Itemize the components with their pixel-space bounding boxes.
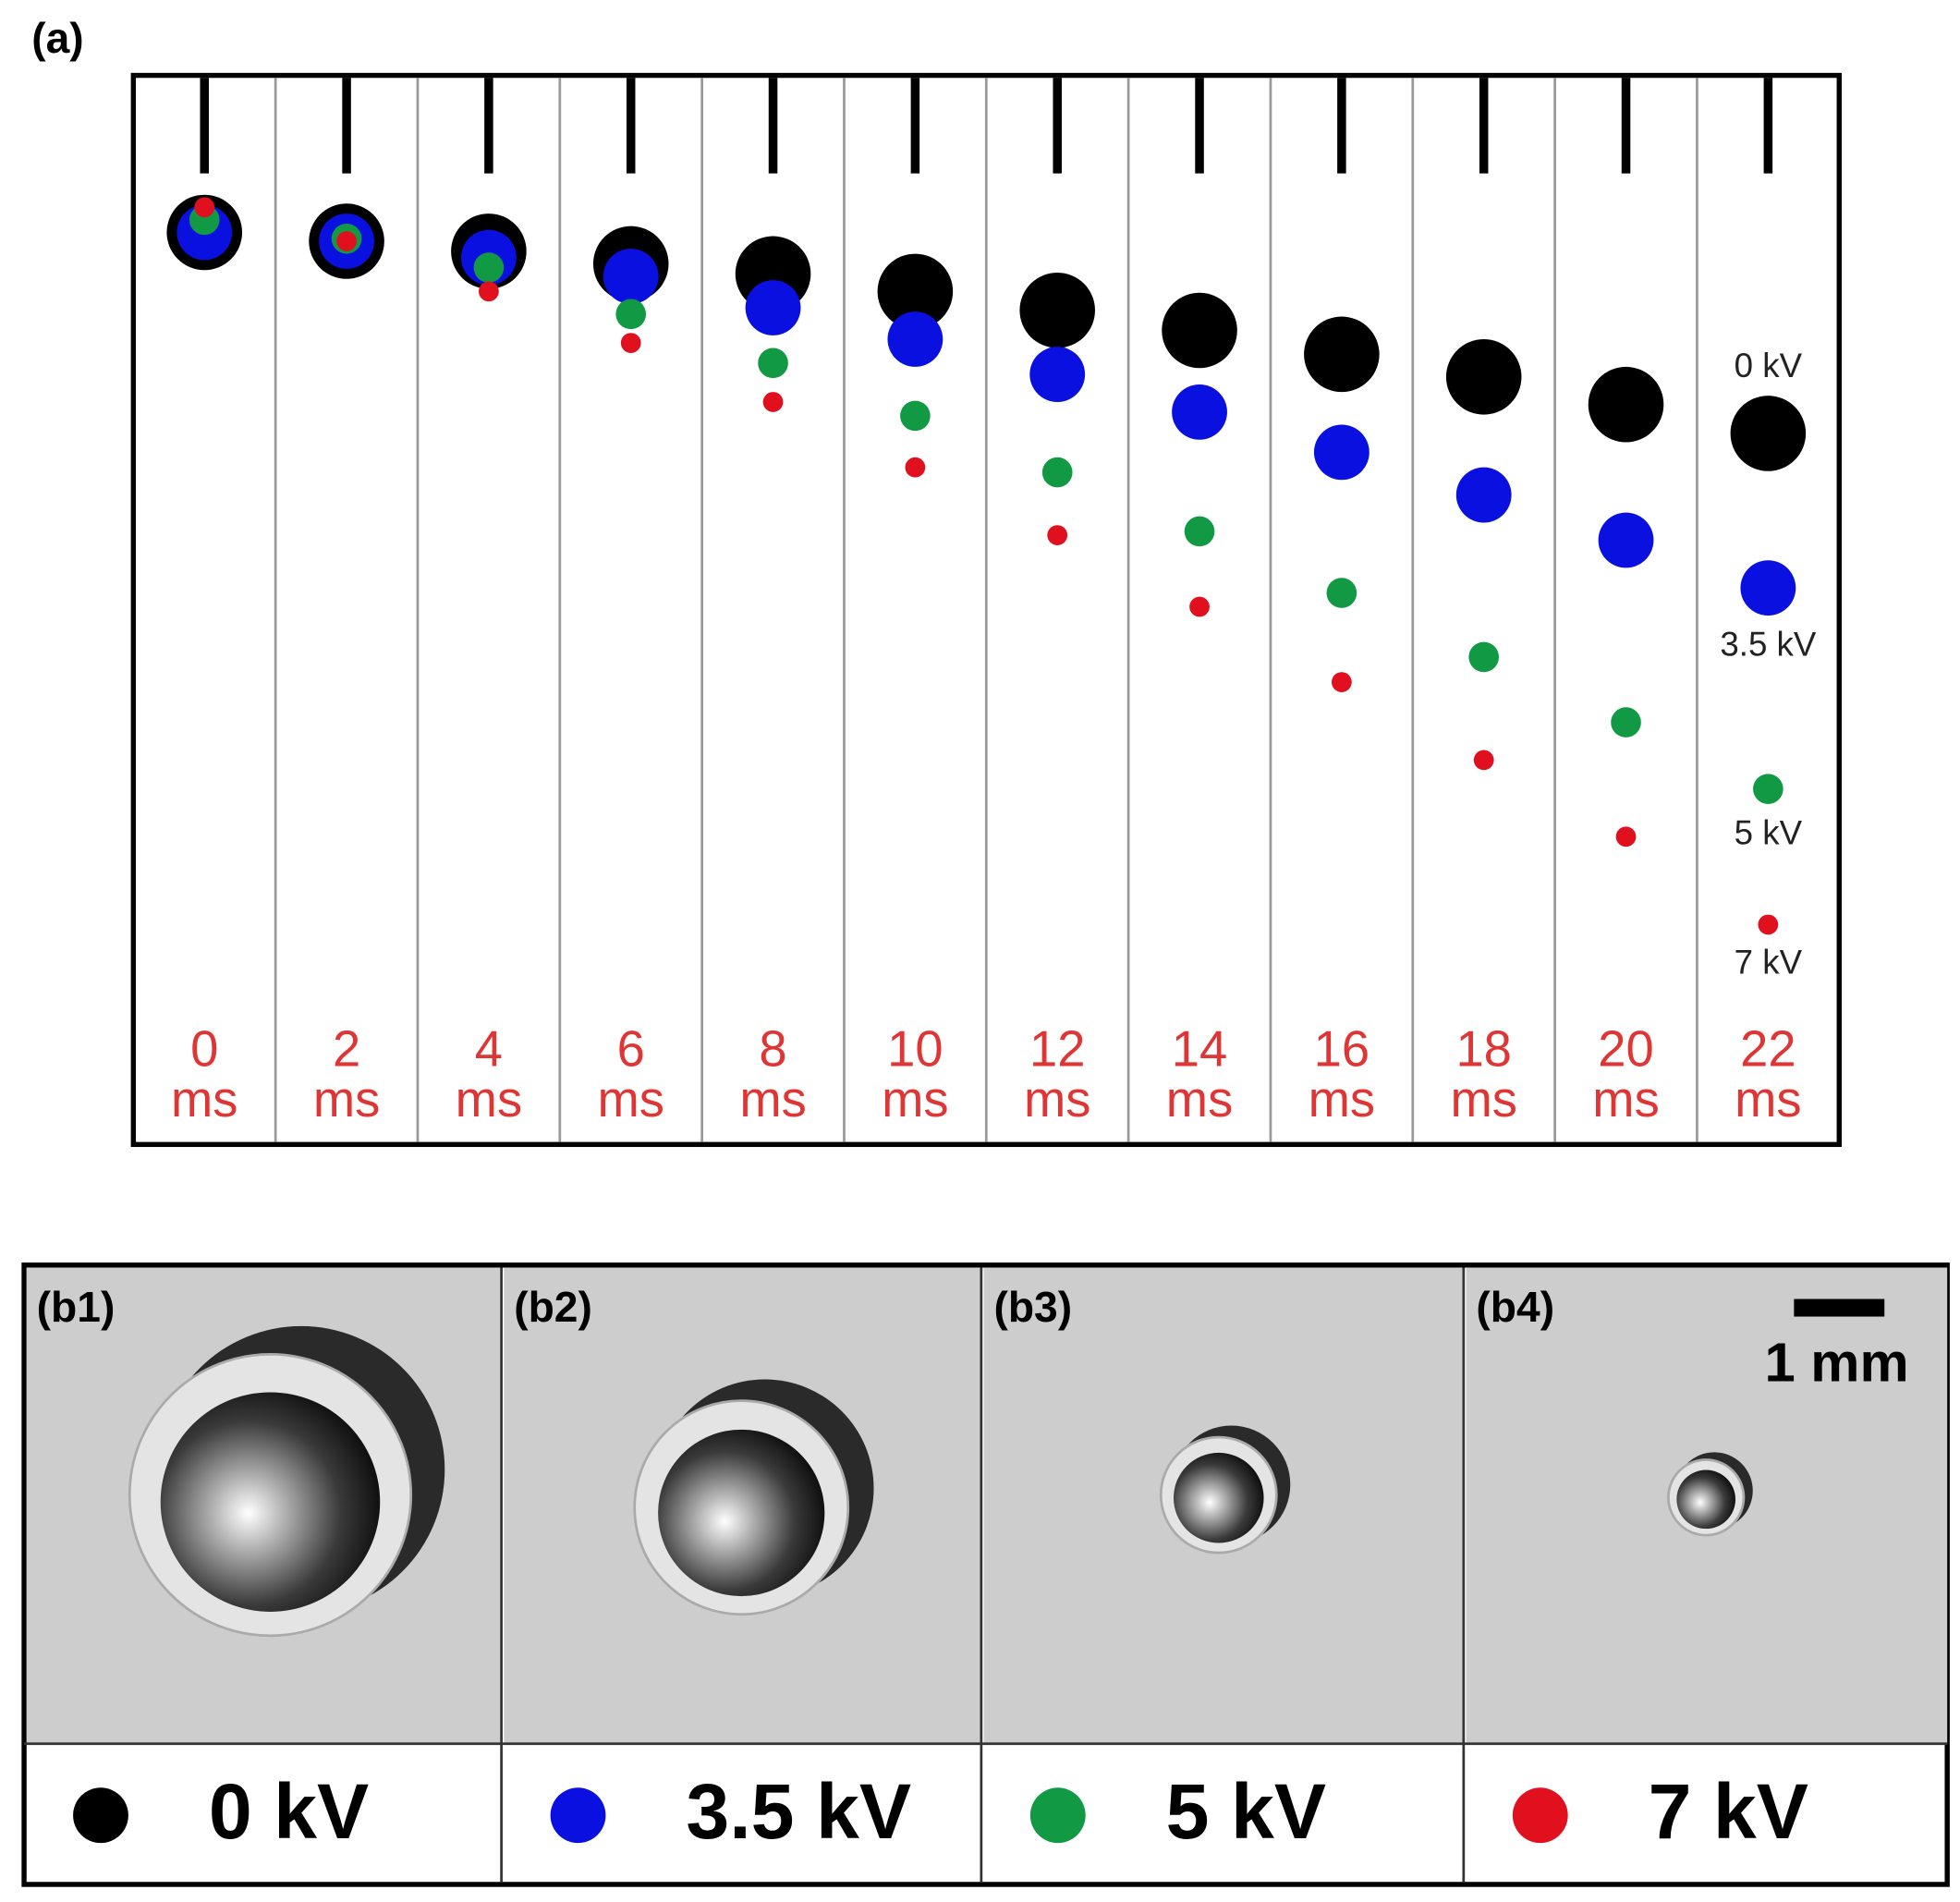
legend-marker: [1029, 1787, 1086, 1844]
photo-label: (b3): [993, 1283, 1072, 1331]
legend-marker: [550, 1787, 606, 1844]
droplet: [336, 231, 357, 251]
droplet: [1184, 516, 1215, 547]
voltage-annotation: 0 kV: [1735, 347, 1803, 384]
droplet: [194, 197, 215, 218]
time-value: 2: [333, 1020, 360, 1077]
legend-marker: [1512, 1787, 1568, 1844]
time-unit: ms: [456, 1071, 522, 1128]
droplet: [1313, 424, 1370, 481]
time-value: 16: [1314, 1020, 1370, 1077]
droplet: [1019, 272, 1095, 348]
legend-label: 0 kV: [209, 1768, 369, 1855]
droplet: [1598, 512, 1654, 568]
droplet: [615, 299, 647, 330]
photo-label: (b4): [1476, 1283, 1554, 1331]
droplet: [1753, 774, 1783, 804]
time-unit: ms: [1735, 1071, 1801, 1128]
droplet: [1730, 396, 1807, 471]
droplet: [1331, 672, 1352, 692]
droplet: [1304, 316, 1380, 393]
photo-label: (b2): [514, 1283, 592, 1331]
time-value: 14: [1172, 1020, 1227, 1077]
droplet: [1162, 292, 1237, 369]
voltage-annotation: 3.5 kV: [1720, 626, 1817, 664]
droplet: [1473, 750, 1494, 771]
droplet: [1445, 339, 1522, 415]
droplet: [1455, 467, 1512, 523]
time-unit: ms: [313, 1071, 380, 1128]
droplet-metal: [1173, 1452, 1264, 1543]
time-unit: ms: [1309, 1071, 1375, 1128]
time-value: 0: [190, 1020, 218, 1077]
voltage-annotation: 5 kV: [1735, 814, 1803, 852]
droplet: [603, 249, 659, 304]
time-value: 10: [887, 1020, 943, 1077]
droplet: [1029, 347, 1086, 402]
time-value: 12: [1029, 1020, 1085, 1077]
time-value: 22: [1740, 1020, 1796, 1077]
time-unit: ms: [1024, 1071, 1090, 1128]
legend-label: 5 kV: [1166, 1768, 1326, 1855]
legend-label: 3.5 kV: [686, 1768, 911, 1855]
time-value: 6: [617, 1020, 645, 1077]
time-value: 4: [475, 1020, 503, 1077]
droplet: [905, 457, 926, 478]
time-value: 18: [1455, 1020, 1511, 1077]
droplet: [479, 281, 499, 302]
droplet: [1468, 641, 1500, 673]
droplet-metal: [658, 1429, 825, 1597]
scale-bar-label: 1 mm: [1764, 1332, 1908, 1394]
legend-marker: [73, 1787, 128, 1844]
time-unit: ms: [1592, 1071, 1659, 1128]
time-unit: ms: [1450, 1071, 1516, 1128]
droplet: [1611, 707, 1641, 738]
droplet: [1041, 457, 1073, 488]
time-unit: ms: [739, 1071, 806, 1128]
droplet: [1588, 366, 1664, 443]
droplet: [762, 392, 784, 412]
scale-bar: [1794, 1298, 1885, 1317]
droplet-metal: [1676, 1469, 1735, 1530]
photo-label: (b1): [37, 1283, 116, 1331]
droplet: [1615, 826, 1637, 847]
droplet: [1047, 525, 1068, 545]
droplet: [473, 252, 505, 283]
droplet: [758, 347, 788, 379]
droplet-metal: [160, 1392, 381, 1612]
droplet: [1172, 384, 1227, 440]
voltage-annotation: 7 kV: [1735, 944, 1803, 981]
legend-label: 7 kV: [1649, 1768, 1808, 1855]
panel-label: (a): [31, 14, 83, 62]
time-unit: ms: [882, 1071, 948, 1128]
droplet: [900, 400, 931, 432]
time-unit: ms: [171, 1071, 237, 1128]
droplet: [1326, 578, 1357, 608]
droplet: [887, 311, 943, 367]
time-unit: ms: [1166, 1071, 1233, 1128]
droplet: [1758, 914, 1779, 935]
time-value: 8: [759, 1020, 786, 1077]
time-unit: ms: [597, 1071, 663, 1128]
droplet: [620, 333, 641, 353]
droplet: [745, 280, 801, 335]
droplet: [1740, 560, 1796, 616]
time-value: 20: [1598, 1020, 1653, 1077]
droplet: [1189, 596, 1210, 617]
droplet: [877, 253, 954, 330]
